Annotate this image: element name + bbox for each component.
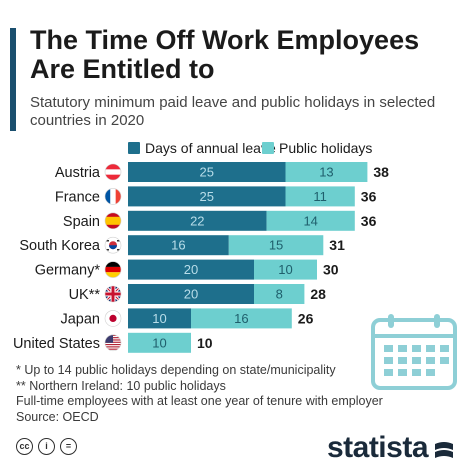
- category-label-germany: Germany*: [35, 263, 101, 279]
- value-label-public-holidays-austria: 13: [319, 165, 333, 180]
- total-label-uk: 28: [310, 286, 326, 302]
- value-label-public-holidays-japan: 16: [234, 311, 248, 326]
- footnotes: * Up to 14 public holidays depending on …: [16, 363, 456, 425]
- title-accent-bar: [10, 28, 16, 131]
- total-label-france: 36: [361, 188, 377, 204]
- total-label-germany: 30: [323, 262, 339, 278]
- statista-logo[interactable]: statista: [326, 431, 429, 464]
- value-label-public-holidays-uk: 8: [276, 287, 283, 302]
- bar-annual-leave-uk: [128, 284, 254, 304]
- category-label-united-states: United States: [13, 336, 100, 352]
- value-label-public-holidays-france: 11: [313, 189, 327, 204]
- germany-flag-icon: [104, 261, 122, 278]
- legend-label-annual-leave: Days of annual leave: [145, 140, 276, 156]
- statista-logo-mark-icon: [435, 442, 453, 458]
- value-label-public-holidays-south-korea: 15: [269, 238, 283, 253]
- total-label-spain: 36: [361, 213, 377, 229]
- stacked-bar-chart: Austria 25 13 38 France 25 11 36 Spain 22 14 36 Sout…: [13, 162, 389, 353]
- south-korea-flag-icon: [104, 236, 122, 254]
- united-states-flag-icon: [104, 334, 122, 352]
- bar-public-holidays-france: [285, 186, 355, 207]
- value-label-annual-leave-uk: 20: [184, 287, 198, 302]
- value-label-public-holidays-germany: 10: [278, 262, 292, 277]
- value-label-public-holidays-united-states: 10: [152, 335, 166, 350]
- bar-public-holidays-japan: [191, 308, 292, 329]
- chart-subtitle: Statutory minimum paid leave and public …: [30, 94, 436, 129]
- legend-swatch-public-holidays: [262, 142, 274, 154]
- value-label-annual-leave-germany: 20: [184, 262, 198, 277]
- bar-annual-leave-south-korea: [128, 235, 229, 256]
- bar-public-holidays-germany: [254, 259, 317, 280]
- value-label-annual-leave-spain: 22: [190, 213, 204, 228]
- footnote-1: * Up to 14 public holidays depending on …: [16, 363, 336, 377]
- bar-annual-leave-austria: [128, 162, 286, 182]
- category-label-south-korea: South Korea: [19, 238, 101, 254]
- category-label-uk: UK**: [69, 287, 101, 303]
- total-label-austria: 38: [373, 164, 389, 180]
- total-label-south-korea: 31: [329, 237, 345, 253]
- bar-annual-leave-france: [128, 186, 286, 207]
- nd-icon[interactable]: =: [60, 438, 77, 455]
- bar-public-holidays-south-korea: [228, 235, 324, 256]
- total-label-japan: 26: [298, 310, 314, 326]
- legend-label-public-holidays: Public holidays: [279, 140, 373, 156]
- footnote-3: Full-time employees with at least one ye…: [16, 394, 383, 408]
- chart-title: The Time Off Work Employees Are Entitled…: [30, 25, 420, 84]
- bar-annual-leave-japan: [128, 308, 191, 329]
- value-label-annual-leave-france: 25: [200, 189, 214, 204]
- bar-public-holidays-united-states: [128, 332, 191, 353]
- category-label-france: France: [55, 189, 100, 205]
- value-label-annual-leave-south-korea: 16: [171, 238, 185, 253]
- category-label-spain: Spain: [63, 214, 100, 230]
- footnote-2: ** Northern Ireland: 10 public holidays: [16, 378, 226, 393]
- cc-icon[interactable]: cc: [16, 438, 33, 455]
- legend-swatch-annual-leave: [128, 142, 140, 154]
- value-label-annual-leave-austria: 25: [200, 165, 214, 180]
- bar-public-holidays-austria: [285, 162, 368, 182]
- bar-annual-leave-spain: [128, 210, 267, 231]
- category-label-austria: Austria: [55, 165, 101, 181]
- austria-flag-icon: [104, 163, 122, 181]
- category-label-japan: Japan: [60, 311, 100, 327]
- uk-flag-icon: [104, 285, 122, 303]
- france-flag-icon: [104, 188, 122, 205]
- total-label-united-states: 10: [197, 335, 213, 351]
- value-label-annual-leave-japan: 10: [152, 311, 166, 326]
- spain-flag-icon: [104, 212, 122, 230]
- bar-annual-leave-germany: [128, 259, 254, 280]
- japan-flag-icon: [104, 310, 122, 327]
- footnote-4: Source: OECD: [16, 409, 99, 424]
- calendar-icon: [371, 314, 457, 390]
- value-label-public-holidays-spain: 14: [303, 213, 317, 228]
- bar-public-holidays-uk: [254, 284, 305, 304]
- bar-public-holidays-spain: [266, 210, 355, 231]
- footer: cc i = statista: [0, 424, 474, 474]
- by-icon[interactable]: i: [38, 438, 55, 455]
